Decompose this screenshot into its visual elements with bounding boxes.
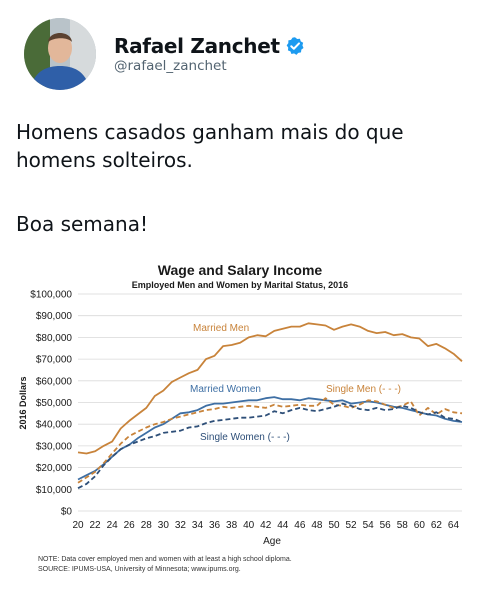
x-tick-label: 48 bbox=[311, 520, 323, 531]
chart-source: SOURCE: IPUMS-USA, University of Minneso… bbox=[38, 566, 241, 573]
y-tick-label: $20,000 bbox=[36, 463, 73, 474]
x-tick-label: 24 bbox=[107, 520, 119, 531]
x-axis-label: Age bbox=[263, 536, 281, 547]
x-tick-label: 32 bbox=[175, 520, 187, 531]
avatar[interactable] bbox=[24, 18, 96, 90]
x-tick-label: 28 bbox=[141, 520, 153, 531]
y-tick-label: $100,000 bbox=[30, 290, 72, 301]
legend-married-men: Married Men bbox=[193, 323, 249, 334]
legend-single-women: Single Women (- - -) bbox=[200, 432, 290, 443]
x-axis-ticks: 20 22 24 26 28 30 32 34 36 38 40 42 44 46 48 50 52 54 56 58… bbox=[72, 520, 459, 531]
tweet-text-line-2: Boa semana! bbox=[16, 212, 148, 236]
y-tick-label: $70,000 bbox=[36, 355, 73, 366]
x-tick-label: 62 bbox=[431, 520, 443, 531]
x-tick-label: 56 bbox=[380, 520, 392, 531]
x-tick-label: 58 bbox=[397, 520, 409, 531]
x-tick-label: 44 bbox=[277, 520, 289, 531]
x-tick-label: 64 bbox=[448, 520, 460, 531]
y-axis-label: 2016 Dollars bbox=[18, 376, 28, 429]
x-tick-label: 30 bbox=[158, 520, 170, 531]
wage-income-chart[interactable]: Wage and Salary Income Employed Men and … bbox=[0, 250, 480, 600]
y-tick-label: $80,000 bbox=[36, 333, 73, 344]
x-tick-label: 36 bbox=[209, 520, 221, 531]
legend-married-women: Married Women bbox=[190, 384, 261, 395]
chart-note: NOTE: Data cover employed men and women … bbox=[38, 556, 292, 563]
y-tick-label: $90,000 bbox=[36, 311, 73, 322]
x-tick-label: 46 bbox=[294, 520, 306, 531]
tweet-header: Rafael Zanchet @rafael_zanchet bbox=[24, 18, 464, 90]
y-tick-label: $50,000 bbox=[36, 398, 73, 409]
verified-badge-icon bbox=[286, 37, 304, 55]
author-handle[interactable]: @rafael_zanchet bbox=[114, 58, 227, 74]
x-tick-label: 50 bbox=[328, 520, 340, 531]
avatar-photo bbox=[24, 18, 96, 90]
x-tick-label: 40 bbox=[243, 520, 255, 531]
y-tick-label: $40,000 bbox=[36, 420, 73, 431]
x-tick-label: 22 bbox=[90, 520, 102, 531]
series-line-married-men bbox=[77, 322, 463, 455]
y-tick-label: $30,000 bbox=[36, 441, 73, 452]
x-tick-label: 54 bbox=[363, 520, 375, 531]
y-tick-label: $60,000 bbox=[36, 376, 73, 387]
chart-series bbox=[77, 322, 463, 490]
legend-single-men: Single Men (- - -) bbox=[326, 384, 401, 395]
x-tick-label: 42 bbox=[260, 520, 272, 531]
x-tick-label: 60 bbox=[414, 520, 426, 531]
author-name[interactable]: Rafael Zanchet bbox=[114, 34, 280, 58]
y-tick-label: $0 bbox=[61, 507, 73, 518]
chart-title: Wage and Salary Income bbox=[158, 262, 323, 278]
x-tick-label: 52 bbox=[346, 520, 358, 531]
series-line-single-women bbox=[77, 402, 463, 490]
chart-subtitle: Employed Men and Women by Marital Status… bbox=[132, 280, 348, 290]
y-axis-ticks: $0 $10,000 $20,000 $30,000 $40,000 $50,000 $60… bbox=[30, 290, 72, 518]
x-tick-label: 34 bbox=[192, 520, 204, 531]
y-tick-label: $10,000 bbox=[36, 485, 73, 496]
x-tick-label: 26 bbox=[124, 520, 136, 531]
x-tick-label: 38 bbox=[226, 520, 238, 531]
author-name-row: Rafael Zanchet bbox=[114, 34, 305, 58]
x-tick-label: 20 bbox=[72, 520, 84, 531]
tweet-text-line-1: Homens casados ganham mais do que homens… bbox=[16, 120, 404, 172]
chart-gridlines bbox=[78, 293, 462, 512]
